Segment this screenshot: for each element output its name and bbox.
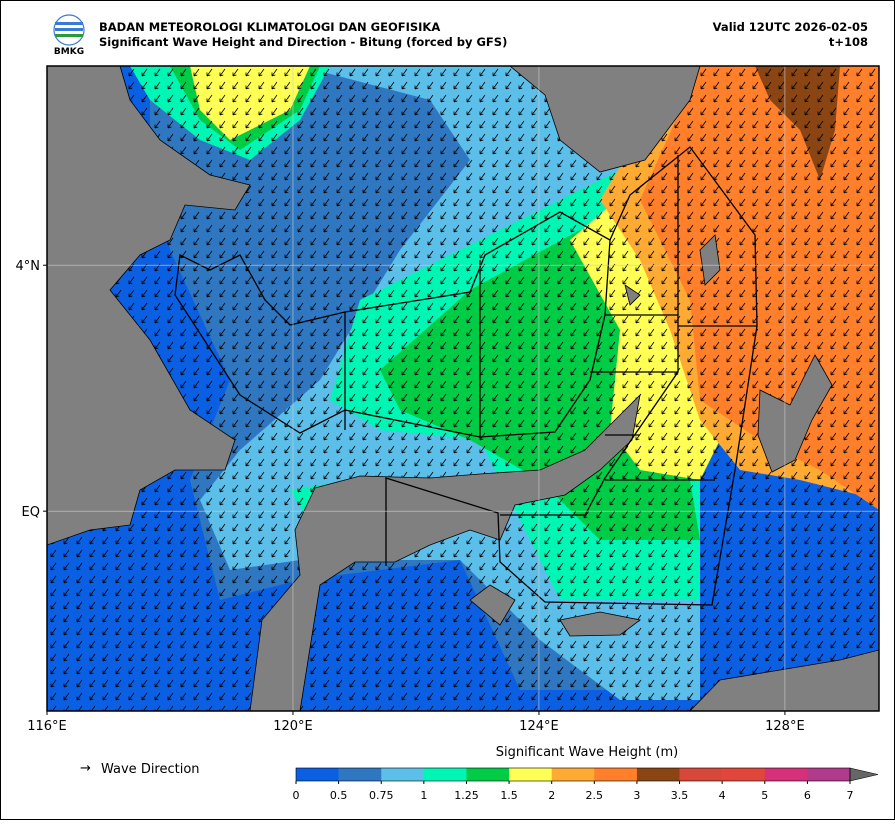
map bbox=[47, 66, 879, 711]
colorbar-tick-label: 1.5 bbox=[500, 789, 518, 802]
colorbar-border bbox=[295, 767, 851, 782]
colorbar-segment bbox=[381, 768, 425, 781]
colorbar-tick-label: 3 bbox=[633, 789, 640, 802]
colorbar-segment bbox=[466, 768, 510, 781]
chart-title: Significant Wave Height and Direction - … bbox=[99, 35, 507, 49]
y-tick-label: 4°N bbox=[16, 259, 41, 274]
colorbar-segment bbox=[594, 768, 638, 781]
colorbar-tick-label: 6 bbox=[804, 789, 811, 802]
colorbar-segment bbox=[551, 768, 595, 781]
legend-label: Wave Direction bbox=[101, 762, 200, 777]
colorbar-tick-label: 1 bbox=[420, 789, 427, 802]
colorbar-segment bbox=[722, 768, 766, 781]
colorbar-tick-label: 1.25 bbox=[454, 789, 479, 802]
x-tick-label: 120°E bbox=[273, 719, 313, 734]
colorbar-segment bbox=[764, 768, 808, 781]
colorbar-tick-label: 2 bbox=[548, 789, 555, 802]
colorbar-segment bbox=[807, 768, 851, 781]
colorbar-segment bbox=[509, 768, 552, 781]
colorbar-tick-label: 0.5 bbox=[330, 789, 348, 802]
x-tick-label: 124°E bbox=[519, 719, 559, 734]
colorbar-segment bbox=[423, 768, 467, 781]
colorbar-tick-label: 5 bbox=[761, 789, 768, 802]
colorbar-tick-label: 2.5 bbox=[586, 789, 604, 802]
zone-boundaries bbox=[174, 146, 758, 606]
colorbar-segment bbox=[338, 768, 382, 781]
colorbar-segment bbox=[636, 768, 680, 781]
colorbar-title: Significant Wave Height (m) bbox=[496, 745, 678, 760]
colorbar-tick-label: 3.5 bbox=[671, 789, 689, 802]
colorbar-tick-label: 7 bbox=[847, 789, 854, 802]
x-tick-label: 116°E bbox=[27, 719, 67, 734]
colorbar-tick-label: 0.75 bbox=[369, 789, 394, 802]
y-tick-label: EQ bbox=[22, 505, 40, 520]
logo-text: BMKG bbox=[54, 47, 84, 57]
colorbar-segment bbox=[296, 768, 339, 781]
map-border bbox=[46, 65, 880, 712]
logo: BMKG bbox=[53, 14, 85, 57]
lead-time: t+108 bbox=[829, 35, 868, 49]
colorbar-segment bbox=[679, 768, 723, 781]
legend-arrow: → bbox=[80, 761, 91, 776]
x-tick-label: 128°E bbox=[765, 719, 805, 734]
colorbar-tick-label: 4 bbox=[719, 789, 726, 802]
valid-time: Valid 12UTC 2026-02-05 bbox=[713, 20, 868, 34]
colorbar-tick-label: 0 bbox=[293, 789, 300, 802]
org-name: BADAN METEOROLOGI KLIMATOLOGI DAN GEOFIS… bbox=[99, 20, 440, 34]
land bbox=[47, 66, 879, 711]
